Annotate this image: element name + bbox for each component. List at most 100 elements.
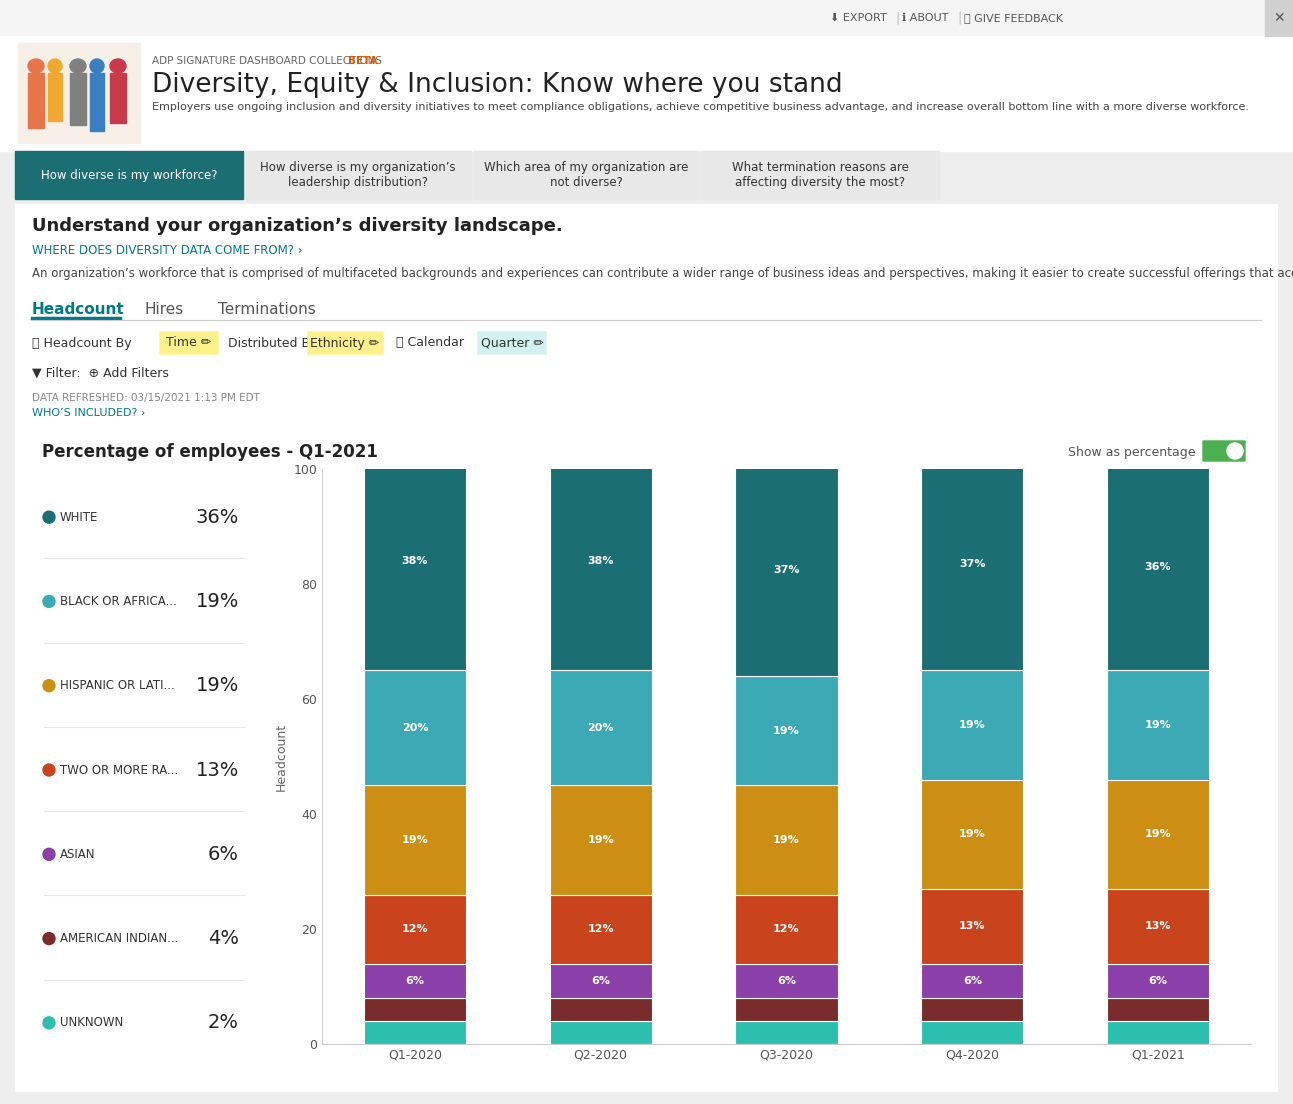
Text: Diversity, Equity & Inclusion: Know where you stand: Diversity, Equity & Inclusion: Know wher…	[153, 72, 843, 98]
Ellipse shape	[91, 59, 103, 73]
Text: 20%: 20%	[402, 723, 428, 733]
Text: What termination reasons are
affecting diversity the most?: What termination reasons are affecting d…	[732, 161, 909, 189]
Bar	[244, 151, 471, 199]
Text: 37%: 37%	[959, 559, 985, 569]
Text: 38%: 38%	[587, 556, 614, 566]
Text: Understand your organization’s diversity landscape.: Understand your organization’s diversity…	[32, 217, 562, 235]
Circle shape	[43, 1017, 56, 1029]
Bar	[921, 670, 1023, 779]
Text: 6%: 6%	[406, 976, 424, 986]
Text: 36%: 36%	[195, 508, 239, 527]
Bar	[736, 894, 838, 964]
Circle shape	[1227, 443, 1243, 459]
Text: 19%: 19%	[195, 677, 239, 696]
Text: 12%: 12%	[587, 924, 614, 934]
Text: BETA: BETA	[348, 56, 378, 66]
Bar	[921, 779, 1023, 889]
Bar	[0, 0, 1293, 36]
Bar	[70, 73, 87, 125]
Circle shape	[43, 764, 56, 776]
Text: ℹ ABOUT: ℹ ABOUT	[903, 13, 948, 23]
Bar	[550, 670, 652, 785]
Text: 13%: 13%	[959, 921, 985, 931]
Bar	[736, 1021, 838, 1044]
Text: 12%: 12%	[773, 924, 800, 934]
Bar	[28, 73, 44, 128]
Text: 19%: 19%	[587, 835, 614, 845]
Text: 19%: 19%	[195, 592, 239, 611]
Circle shape	[43, 595, 56, 607]
Bar	[701, 151, 939, 199]
Circle shape	[43, 511, 56, 523]
Bar	[921, 964, 1023, 998]
Text: |: |	[957, 11, 961, 24]
Bar	[736, 676, 838, 785]
Bar	[363, 964, 465, 998]
Text: DATA REFRESHED: 03/15/2021 1:13 PM EDT: DATA REFRESHED: 03/15/2021 1:13 PM EDT	[32, 393, 260, 403]
FancyBboxPatch shape	[478, 332, 546, 354]
Text: Which area of my organization are
not diverse?: Which area of my organization are not di…	[484, 161, 688, 189]
Bar	[363, 1021, 465, 1044]
Ellipse shape	[28, 59, 44, 73]
Bar	[1107, 670, 1209, 779]
Text: ASIAN: ASIAN	[59, 848, 96, 861]
Text: AMERICAN INDIAN...: AMERICAN INDIAN...	[59, 932, 178, 945]
Text: 19%: 19%	[1144, 829, 1171, 839]
Ellipse shape	[70, 59, 87, 73]
Text: BLACK OR AFRICA...: BLACK OR AFRICA...	[59, 595, 177, 608]
Bar	[736, 998, 838, 1021]
Text: 6%: 6%	[1148, 976, 1168, 986]
Text: 6%: 6%	[963, 976, 981, 986]
Text: 13%: 13%	[195, 761, 239, 779]
Bar	[550, 894, 652, 964]
Text: WHERE DOES DIVERSITY DATA COME FROM? ›: WHERE DOES DIVERSITY DATA COME FROM? ›	[32, 244, 303, 257]
Bar	[363, 785, 465, 894]
Bar	[1265, 0, 1293, 36]
Bar	[736, 785, 838, 894]
Bar	[363, 670, 465, 785]
Text: 19%: 19%	[402, 835, 428, 845]
Bar	[921, 1021, 1023, 1044]
Bar	[0, 36, 1293, 151]
Bar	[363, 894, 465, 964]
Text: 📅 Calendar: 📅 Calendar	[396, 337, 464, 350]
Bar	[363, 998, 465, 1021]
Text: WHITE: WHITE	[59, 511, 98, 523]
Text: 📊 Headcount By: 📊 Headcount By	[32, 337, 132, 350]
Text: HISPANIC OR LATI...: HISPANIC OR LATI...	[59, 679, 175, 692]
Circle shape	[43, 848, 56, 860]
Circle shape	[43, 680, 56, 692]
Bar	[550, 964, 652, 998]
Text: 38%: 38%	[402, 556, 428, 566]
Circle shape	[43, 933, 56, 945]
Text: ADP SIGNATURE DASHBOARD COLLECTIONS: ADP SIGNATURE DASHBOARD COLLECTIONS	[153, 56, 381, 66]
Bar	[1107, 464, 1209, 670]
Text: An organization’s workforce that is comprised of multifaceted backgrounds and ex: An organization’s workforce that is comp…	[32, 267, 1293, 280]
Bar	[473, 151, 700, 199]
Bar	[110, 73, 125, 123]
FancyBboxPatch shape	[1202, 440, 1245, 461]
Text: 2%: 2%	[208, 1013, 239, 1032]
Bar	[1107, 779, 1209, 889]
Text: 13%: 13%	[1144, 921, 1171, 931]
Text: 12%: 12%	[402, 924, 428, 934]
Bar	[921, 889, 1023, 964]
Text: 6%: 6%	[591, 976, 610, 986]
Text: UNKNOWN: UNKNOWN	[59, 1017, 123, 1029]
Text: 6%: 6%	[208, 845, 239, 863]
Text: Terminations: Terminations	[219, 302, 315, 317]
Text: |: |	[895, 11, 899, 24]
Bar	[921, 457, 1023, 670]
Text: Headcount: Headcount	[32, 302, 124, 317]
Text: WHO’S INCLUDED? ›: WHO’S INCLUDED? ›	[32, 408, 145, 418]
Text: ⬇ EXPORT: ⬇ EXPORT	[830, 13, 887, 23]
Bar	[91, 73, 103, 131]
Text: Time ✏: Time ✏	[167, 337, 212, 350]
Bar	[736, 464, 838, 676]
Ellipse shape	[48, 59, 62, 73]
Y-axis label: Headcount: Headcount	[274, 722, 288, 790]
Text: TWO OR MORE RA...: TWO OR MORE RA...	[59, 764, 178, 776]
Bar	[1107, 998, 1209, 1021]
Text: 4%: 4%	[208, 930, 239, 948]
Bar	[48, 73, 62, 121]
